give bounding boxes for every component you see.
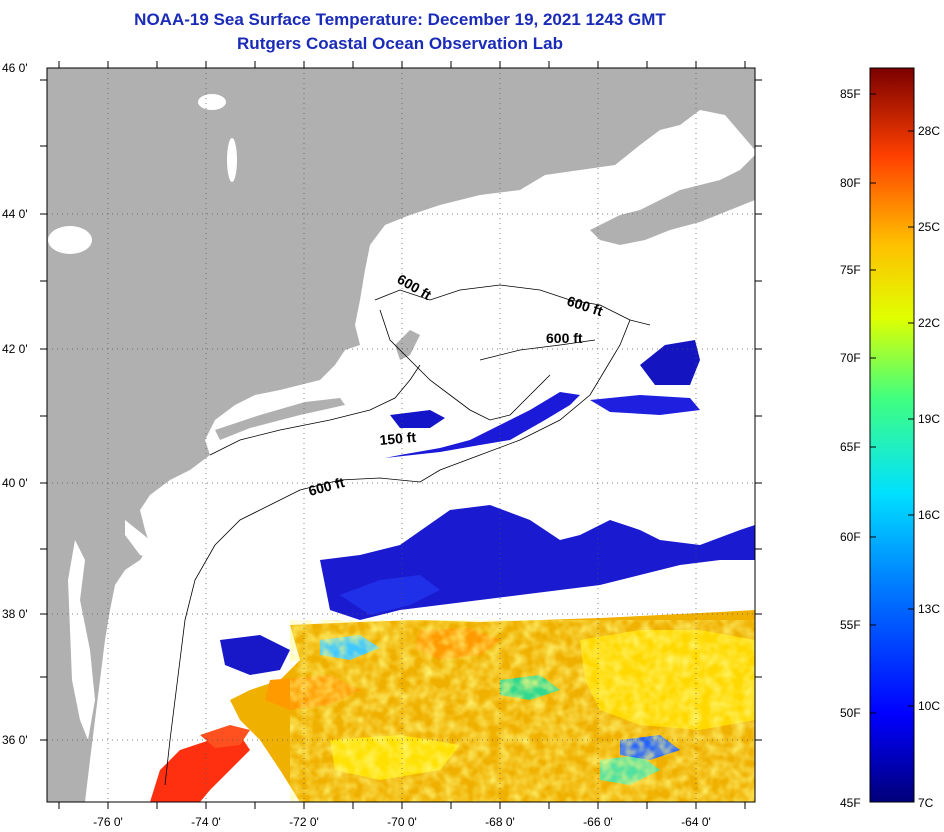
lake (198, 94, 226, 110)
colorbar (869, 67, 915, 803)
map-subtitle: Rutgers Coastal Ocean Observation Lab (237, 34, 563, 53)
colorbar-c-19: 19C (918, 412, 940, 426)
map-title: NOAA-19 Sea Surface Temperature: Decembe… (134, 10, 666, 29)
land-nova-scotia (590, 155, 755, 245)
chesapeake-bay (68, 540, 95, 740)
lake (48, 226, 92, 254)
lat-label-42: 42 0' (2, 342, 28, 356)
lat-label-36: 36 0' (2, 733, 28, 747)
colorbar-f-45: 45F (840, 796, 861, 810)
colorbar-f-85: 85F (840, 87, 861, 101)
colorbar-c-16: 16C (918, 508, 940, 522)
frame-ticks (40, 61, 762, 809)
land-cape-cod (395, 330, 420, 360)
colorbar-c-13: 13C (918, 602, 940, 616)
map-frame (46, 67, 756, 803)
lat-label-46: 46 0' (2, 61, 28, 75)
lon-label-70: -70 0' (387, 815, 417, 829)
lon-label-76: -76 0' (93, 815, 123, 829)
land-mainland (47, 68, 755, 802)
lon-label-68: -68 0' (485, 815, 515, 829)
map-area (47, 68, 755, 802)
sst-warm-region (150, 610, 755, 802)
colorbar-f-80: 80F (840, 176, 861, 190)
colorbar-f-60: 60F (840, 530, 861, 544)
bathymetry-contours (164, 284, 651, 786)
land-long-island (215, 398, 345, 440)
colorbar-c-28: 28C (918, 124, 940, 138)
colorbar-c-25: 25C (918, 220, 940, 234)
colorbar-c-10: 10C (918, 699, 940, 713)
colorbar-c-22: 22C (918, 316, 940, 330)
contour-label-georges-bank: 600 ft (546, 330, 583, 346)
lat-label-44: 44 0' (2, 207, 28, 221)
colorbar-f-50: 50F (840, 706, 861, 720)
lat-lon-grid (47, 68, 755, 802)
colorbar-f-65: 65F (840, 440, 861, 454)
lat-label-40: 40 0' (2, 476, 28, 490)
delaware-bay (125, 520, 155, 560)
lon-label-64: -64 0' (681, 815, 711, 829)
lon-label-66: -66 0' (583, 815, 613, 829)
colorbar-f-75: 75F (840, 263, 861, 277)
lon-label-72: -72 0' (289, 815, 319, 829)
colorbar-f-70: 70F (840, 351, 861, 365)
lake (227, 138, 237, 182)
lon-label-74: -74 0' (191, 815, 221, 829)
colorbar-f-55: 55F (840, 618, 861, 632)
lat-label-38: 38 0' (2, 607, 28, 621)
colorbar-c-7: 7C (918, 796, 934, 810)
contour-label-150ft: 150 ft (379, 429, 417, 448)
